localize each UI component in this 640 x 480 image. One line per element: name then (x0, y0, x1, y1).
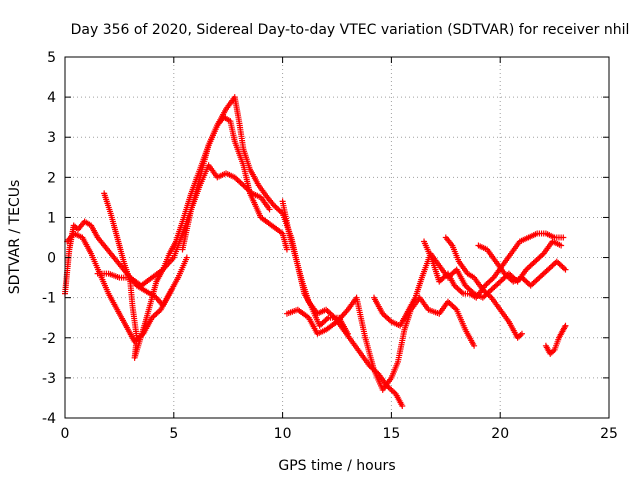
series-9 (421, 230, 567, 301)
x-tick-label: 5 (169, 426, 178, 442)
y-tick-label: -4 (42, 411, 56, 427)
y-tick-label: -2 (42, 331, 56, 347)
series-5 (179, 94, 351, 337)
series-10 (442, 234, 525, 341)
data-point-marker (562, 322, 569, 329)
data-point-marker (399, 402, 406, 409)
y-tick-label: 3 (47, 130, 56, 146)
y-axis-label: SDTVAR / TECUs (7, 180, 23, 295)
data-point-marker (558, 242, 565, 249)
x-tick-label: 20 (491, 426, 509, 442)
series-6 (279, 198, 406, 409)
x-tick-label: 15 (382, 426, 400, 442)
data-point-marker (561, 324, 568, 331)
data-point-marker (283, 246, 290, 253)
y-tick-label: 0 (47, 251, 56, 267)
series-8 (370, 238, 565, 329)
data-point-marker (562, 266, 569, 273)
y-tick-label: 2 (47, 170, 56, 186)
y-tick-label: 4 (47, 90, 56, 106)
series-11 (475, 242, 569, 289)
series-4 (101, 114, 290, 361)
y-tick-label: -3 (42, 371, 56, 387)
y-tick-label: 5 (47, 50, 56, 66)
data-point-marker (518, 330, 525, 337)
x-axis-label: GPS time / hours (278, 458, 395, 474)
x-tick-label: 10 (274, 426, 292, 442)
x-tick-label: 0 (61, 426, 70, 442)
series-7 (283, 294, 478, 393)
x-tick-label: 25 (600, 426, 618, 442)
data-point-marker (471, 342, 478, 349)
chart-title: Day 356 of 2020, Sidereal Day-to-day VTE… (71, 22, 630, 38)
grid (65, 57, 609, 418)
plot-frame (64, 56, 610, 419)
data-point-marker (266, 206, 273, 213)
y-tick-label: -1 (42, 291, 56, 307)
data-point-marker (560, 234, 567, 241)
data-point-marker (183, 254, 190, 261)
data-series (62, 94, 569, 409)
axis-ticks: 0 5 10 15 20 25 -4 -3 -2 -1 0 1 2 3 4 5 (42, 50, 618, 442)
series-12 (542, 322, 569, 357)
y-tick-label: 1 (47, 210, 56, 226)
